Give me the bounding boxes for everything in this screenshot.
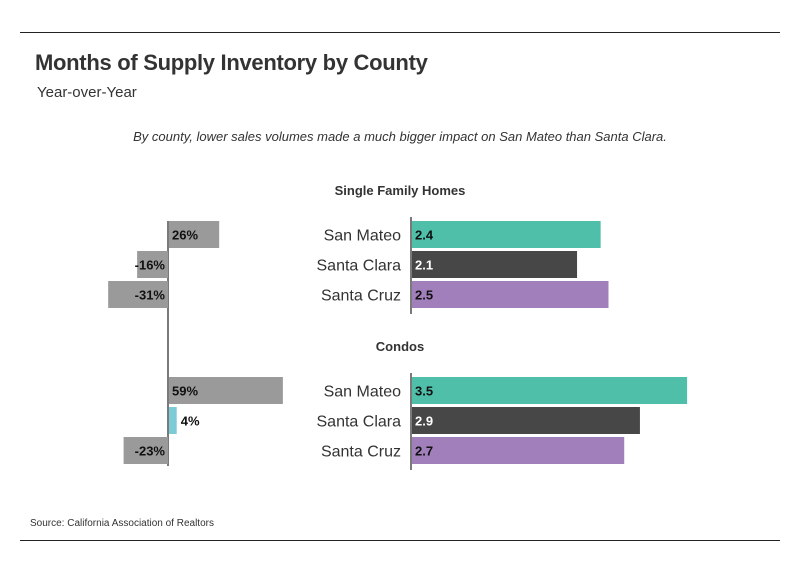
months-supply-label-condos-santa-clara: 2.9: [415, 414, 433, 429]
chart-subtitle: Year-over-Year: [37, 84, 137, 101]
yoy-change-bar-single-family-santa-clara: [137, 251, 168, 278]
yoy-change-bar-single-family-santa-cruz: [108, 281, 168, 308]
yoy-change-label-condos-santa-clara: 4%: [181, 414, 200, 429]
yoy-change-bar-single-family-san-mateo: [169, 221, 220, 248]
months-supply-bar-condos-santa-cruz: [412, 437, 625, 464]
top-rule: [20, 32, 780, 33]
months-supply-bar-single-family-santa-clara: [412, 251, 578, 278]
yoy-change-label-single-family-santa-cruz: -31%: [135, 288, 166, 303]
months-supply-label-single-family-santa-clara: 2.1: [415, 258, 433, 273]
county-label-condos-san-mateo: San Mateo: [324, 384, 401, 401]
yoy-change-bar-condos-santa-clara: [169, 407, 177, 434]
months-supply-label-single-family-san-mateo: 2.4: [415, 228, 434, 243]
section-title-condos: Condos: [375, 339, 425, 354]
section-title-single-family: Single Family Homes: [334, 183, 466, 198]
yoy-change-bar-condos-santa-cruz: [123, 437, 168, 464]
months-supply-label-condos-santa-cruz: 2.7: [415, 444, 433, 459]
months-supply-label-single-family-santa-cruz: 2.5: [415, 288, 433, 303]
months-supply-bar-single-family-santa-cruz: [412, 281, 609, 308]
chart-title: Months of Supply Inventory by County: [35, 50, 428, 75]
months-supply-bar-single-family-san-mateo: [412, 221, 601, 248]
county-label-single-family-san-mateo: San Mateo: [324, 228, 401, 245]
county-label-condos-santa-clara: Santa Clara: [317, 414, 402, 431]
months-supply-label-condos-san-mateo: 3.5: [415, 384, 433, 399]
yoy-change-label-condos-santa-cruz: -23%: [135, 444, 166, 459]
county-label-single-family-santa-clara: Santa Clara: [317, 258, 402, 275]
chart-note: By county, lower sales volumes made a mu…: [133, 129, 667, 144]
yoy-change-label-condos-san-mateo: 59%: [172, 384, 198, 399]
months-supply-bar-condos-santa-clara: [412, 407, 640, 434]
bottom-rule: [20, 540, 780, 541]
county-label-condos-santa-cruz: Santa Cruz: [321, 444, 401, 461]
county-label-single-family-santa-cruz: Santa Cruz: [321, 288, 401, 305]
yoy-change-label-single-family-san-mateo: 26%: [172, 228, 198, 243]
source-note: Source: California Association of Realto…: [30, 518, 214, 529]
yoy-change-bar-condos-san-mateo: [169, 377, 283, 404]
yoy-change-label-single-family-santa-clara: -16%: [135, 258, 166, 273]
months-supply-bar-condos-san-mateo: [412, 377, 688, 404]
